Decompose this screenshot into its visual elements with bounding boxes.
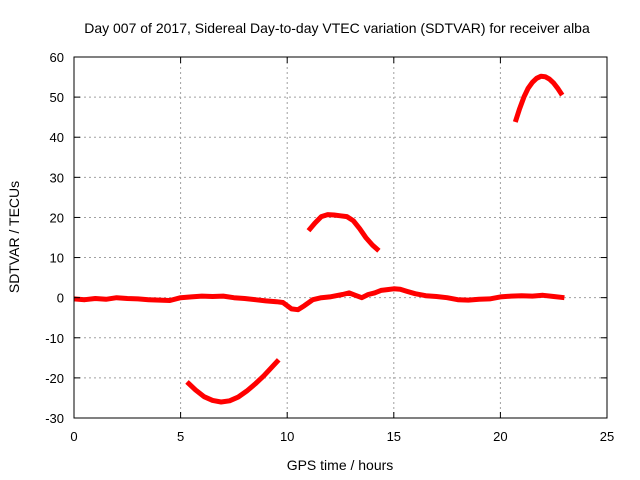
x-tick-label: 10: [280, 429, 294, 444]
y-tick-label: 10: [50, 251, 64, 266]
axis-ticks: 0 5 10 15 20 25 -30 -20 -10 0 10 20 30 40 50 60: [45, 50, 614, 444]
y-tick-label: -30: [45, 411, 64, 426]
series-line-main: [73, 286, 565, 313]
series-line-arc-3: [512, 73, 565, 123]
y-tick-label: 0: [57, 291, 64, 306]
y-tick-label: 30: [50, 170, 64, 185]
y-tick-label: 20: [50, 210, 64, 225]
x-tick-label: 20: [493, 429, 507, 444]
x-tick-label: 25: [600, 429, 614, 444]
x-tick-label: 15: [387, 429, 401, 444]
y-tick-label: -10: [45, 331, 64, 346]
y-tick-label: 60: [50, 50, 64, 65]
series-line-arc-2: [306, 212, 381, 253]
y-axis-label: SDTVAR / TECUs: [6, 181, 22, 293]
data-series: [73, 73, 565, 405]
chart-title: Day 007 of 2017, Sidereal Day-to-day VTE…: [84, 20, 590, 36]
plot-frame: [73, 56, 608, 419]
x-tick-label: 0: [70, 429, 77, 444]
x-tick-label: 5: [177, 429, 184, 444]
series-line-arc-1: [185, 358, 281, 405]
y-tick-label: -20: [45, 371, 64, 386]
y-tick-label: 40: [50, 130, 64, 145]
y-tick-label: 50: [50, 90, 64, 105]
x-axis-label: GPS time / hours: [287, 457, 394, 473]
